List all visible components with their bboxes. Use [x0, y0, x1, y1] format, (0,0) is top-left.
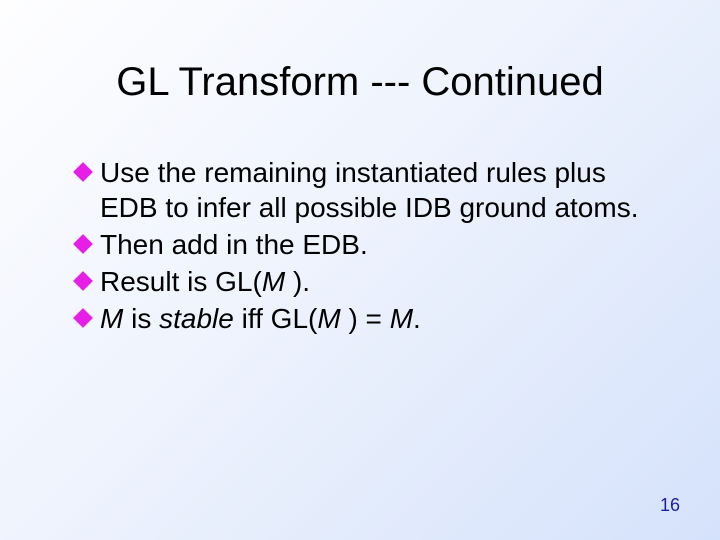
bullet-text: Then add in the EDB. [100, 227, 368, 262]
slide: GL Transform --- Continued Use the remai… [0, 0, 720, 540]
bullet-item: Then add in the EDB. [72, 227, 640, 262]
bullet-item: M is stable iff GL(M ) = M. [72, 301, 640, 336]
page-number: 16 [660, 495, 680, 516]
diamond-bullet-icon [72, 233, 94, 255]
diamond-bullet-icon [72, 307, 94, 329]
bullet-text: Use the remaining instantiated rules plu… [100, 155, 640, 225]
slide-body: Use the remaining instantiated rules plu… [72, 155, 640, 338]
diamond-bullet-icon [72, 270, 94, 292]
bullet-item: Result is GL(M ). [72, 264, 640, 299]
bullet-text: Result is GL(M ). [100, 264, 310, 299]
bullet-text: M is stable iff GL(M ) = M. [100, 301, 421, 336]
slide-title: GL Transform --- Continued [0, 60, 720, 105]
bullet-item: Use the remaining instantiated rules plu… [72, 155, 640, 225]
diamond-bullet-icon [72, 161, 94, 183]
